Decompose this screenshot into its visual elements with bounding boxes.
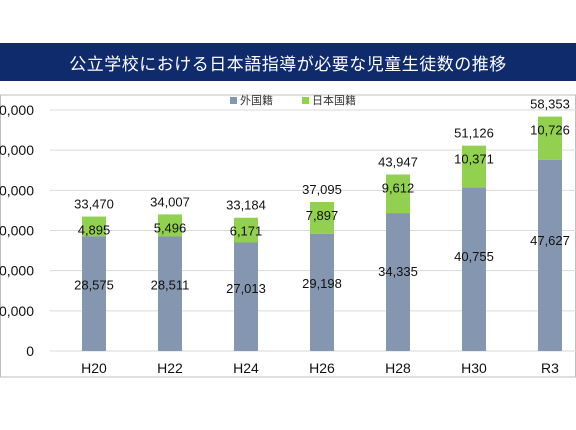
label-japanese: 10,726 <box>530 123 570 138</box>
bar-foreign <box>462 187 486 351</box>
label-foreign: 28,575 <box>74 277 114 292</box>
label-japanese: 5,496 <box>154 220 187 235</box>
bar-foreign <box>158 236 182 351</box>
bar-foreign <box>538 159 562 351</box>
chart-title: 公立学校における日本語指導が必要な児童生徒数の推移 <box>0 43 576 81</box>
bar-foreign <box>386 213 410 351</box>
label-foreign: 29,198 <box>302 276 342 291</box>
label-foreign: 28,511 <box>151 278 190 293</box>
label-japanese: 7,897 <box>306 208 339 223</box>
x-tick-label: H26 <box>309 360 335 376</box>
y-tick-label: 20,000 <box>0 263 34 279</box>
label-total: 33,184 <box>226 198 266 213</box>
y-tick-label: 60,000 <box>0 102 34 118</box>
bar-japanese <box>82 216 106 237</box>
bar-foreign <box>82 236 106 351</box>
label-foreign: 34,335 <box>378 264 418 279</box>
x-tick-label: H24 <box>233 360 259 376</box>
label-foreign: 40,755 <box>454 249 494 264</box>
x-tick-label: H28 <box>385 360 411 376</box>
bar-japanese <box>234 217 258 243</box>
label-total: 37,095 <box>302 182 342 197</box>
x-tick-label: R3 <box>541 360 559 376</box>
label-japanese: 9,612 <box>382 180 415 195</box>
label-japanese: 6,171 <box>230 224 263 239</box>
bar-foreign <box>310 233 334 351</box>
label-japanese: 10,371 <box>454 152 494 167</box>
bar-japanese <box>386 174 410 214</box>
y-tick-label: 40,000 <box>0 182 34 198</box>
legend-label-japanese: 日本国籍 <box>312 93 356 107</box>
legend-label-foreign: 外国籍 <box>240 93 273 107</box>
bar-foreign <box>234 242 258 351</box>
y-tick-label: 30,000 <box>0 223 34 239</box>
stacked-bar-chart: 0 10,000 20,000 30,000 40,000 50,000 60,000 28,… <box>0 93 576 378</box>
bar-japanese <box>462 145 486 188</box>
x-tick-label: H20 <box>81 360 107 376</box>
y-tick-label: 0 <box>26 343 34 359</box>
label-total: 34,007 <box>150 194 190 209</box>
label-total: 51,126 <box>454 126 494 141</box>
label-foreign: 27,013 <box>226 281 266 296</box>
label-total: 43,947 <box>378 154 418 169</box>
label-foreign: 47,627 <box>530 233 570 248</box>
bar-japanese <box>158 214 182 237</box>
y-tick-label: 50,000 <box>0 142 34 158</box>
bar-japanese <box>538 116 562 160</box>
legend-swatch-foreign <box>230 97 237 104</box>
legend-swatch-japanese <box>302 97 309 104</box>
x-tick-label: H22 <box>157 360 183 376</box>
y-tick-label: 10,000 <box>0 303 34 319</box>
label-japanese: 4,895 <box>78 223 111 238</box>
x-tick-label: H30 <box>461 360 487 376</box>
chart-container: 公立学校における日本語指導が必要な児童生徒数の推移 0 10,000 20,000 3… <box>0 43 576 383</box>
label-total: 33,470 <box>74 197 114 212</box>
label-total: 58,353 <box>530 97 570 112</box>
bar-japanese <box>310 202 334 234</box>
